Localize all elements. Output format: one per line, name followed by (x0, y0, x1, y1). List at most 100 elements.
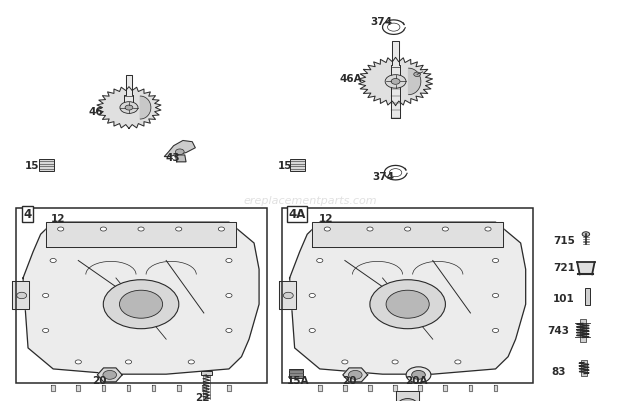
Circle shape (43, 329, 49, 333)
Text: 20: 20 (342, 375, 356, 385)
Circle shape (317, 259, 323, 263)
Text: 12: 12 (319, 213, 333, 223)
Circle shape (392, 360, 398, 364)
Circle shape (188, 360, 195, 364)
Bar (290, 160, 305, 171)
Text: 15A: 15A (286, 375, 309, 385)
Circle shape (348, 371, 362, 379)
Text: 22: 22 (195, 392, 210, 401)
Polygon shape (393, 385, 397, 391)
Circle shape (442, 227, 448, 231)
Circle shape (454, 360, 461, 364)
Bar (16, 209, 267, 383)
Circle shape (138, 227, 144, 231)
Circle shape (175, 150, 184, 155)
Polygon shape (23, 223, 259, 374)
Polygon shape (102, 385, 105, 391)
Circle shape (103, 371, 117, 379)
Circle shape (385, 75, 406, 89)
Circle shape (485, 227, 491, 231)
Circle shape (324, 227, 330, 231)
Text: 721: 721 (553, 263, 575, 273)
Polygon shape (51, 385, 55, 391)
Circle shape (218, 227, 224, 231)
Polygon shape (318, 385, 322, 391)
Text: 15: 15 (278, 160, 292, 170)
Circle shape (125, 360, 131, 364)
Text: 46: 46 (89, 106, 104, 116)
Polygon shape (343, 368, 368, 382)
Polygon shape (397, 391, 419, 401)
Polygon shape (227, 385, 231, 391)
Polygon shape (494, 385, 497, 391)
Circle shape (406, 367, 431, 383)
Text: 374: 374 (372, 171, 394, 181)
Circle shape (342, 360, 348, 364)
Circle shape (120, 290, 162, 318)
Text: 15: 15 (25, 160, 39, 170)
Circle shape (226, 294, 232, 298)
Polygon shape (202, 385, 206, 391)
Bar (289, 369, 303, 378)
Polygon shape (391, 42, 401, 82)
Text: 83: 83 (552, 367, 566, 377)
Circle shape (370, 280, 445, 329)
Circle shape (75, 360, 81, 364)
Text: 4A: 4A (288, 208, 306, 221)
Circle shape (391, 79, 400, 85)
Polygon shape (125, 76, 133, 108)
Polygon shape (97, 368, 122, 382)
Circle shape (492, 294, 498, 298)
Polygon shape (343, 385, 347, 391)
Bar (16, 209, 267, 383)
Polygon shape (175, 156, 186, 162)
Text: ereplacementparts.com: ereplacementparts.com (243, 196, 377, 205)
Circle shape (50, 259, 56, 263)
Polygon shape (290, 223, 526, 374)
Circle shape (309, 294, 316, 298)
Circle shape (58, 227, 64, 231)
Polygon shape (443, 385, 447, 391)
Polygon shape (469, 385, 472, 391)
Text: 12: 12 (51, 213, 65, 223)
Circle shape (100, 227, 107, 231)
Polygon shape (177, 385, 180, 391)
Circle shape (414, 73, 420, 77)
Text: 20: 20 (92, 375, 106, 385)
Circle shape (412, 371, 425, 379)
Text: 46A: 46A (340, 74, 362, 84)
Polygon shape (279, 282, 296, 310)
Circle shape (120, 102, 138, 114)
Circle shape (283, 293, 293, 299)
Bar (201, 371, 212, 375)
Polygon shape (76, 385, 80, 391)
Circle shape (492, 329, 498, 333)
Bar (282, 209, 533, 383)
Polygon shape (12, 282, 29, 310)
Text: 20A: 20A (405, 375, 427, 385)
Text: 4: 4 (24, 208, 32, 221)
Bar (39, 160, 54, 171)
Bar (282, 209, 533, 383)
Polygon shape (409, 69, 421, 95)
Circle shape (582, 232, 590, 237)
Circle shape (367, 227, 373, 231)
Circle shape (309, 329, 316, 333)
Polygon shape (418, 385, 422, 391)
Bar (580, 320, 586, 342)
Polygon shape (577, 263, 595, 275)
Circle shape (492, 259, 498, 263)
Circle shape (386, 290, 429, 318)
Circle shape (398, 399, 418, 401)
Circle shape (17, 293, 27, 299)
Polygon shape (46, 223, 236, 247)
Circle shape (226, 259, 232, 263)
Circle shape (175, 227, 182, 231)
Polygon shape (126, 385, 130, 391)
Polygon shape (358, 58, 433, 106)
Polygon shape (368, 385, 372, 391)
Polygon shape (391, 82, 401, 118)
Circle shape (104, 280, 179, 329)
Polygon shape (140, 97, 151, 120)
Bar (581, 360, 587, 376)
